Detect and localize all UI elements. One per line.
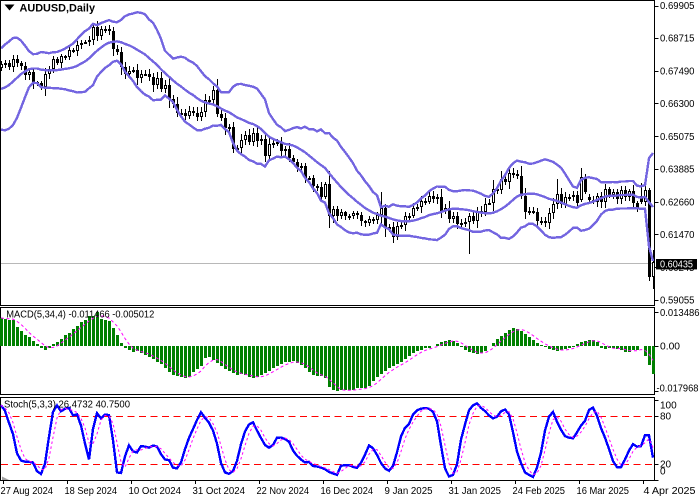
svg-text:10 Oct 2024: 10 Oct 2024 [129,486,182,497]
svg-text:31 Jan 2025: 31 Jan 2025 [449,486,502,497]
svg-text:0.66300: 0.66300 [660,99,695,110]
svg-text:0.013486: 0.013486 [660,308,700,319]
svg-text:20: 20 [660,460,672,471]
svg-text:16 Mar 2025: 16 Mar 2025 [577,486,630,497]
svg-text:0.00: 0.00 [660,342,680,353]
svg-text:18 Sep 2024: 18 Sep 2024 [65,486,118,497]
svg-text:0.59055: 0.59055 [660,295,695,306]
svg-text:Stoch(5,3,3) 26.4732 40.7500: Stoch(5,3,3) 26.4732 40.7500 [4,400,130,411]
svg-text:-0.017968: -0.017968 [657,384,699,395]
svg-text:9 Jan 2025: 9 Jan 2025 [385,486,433,497]
svg-text:100: 100 [660,401,677,412]
svg-text:0.69905: 0.69905 [660,1,695,12]
svg-text:22 Nov 2024: 22 Nov 2024 [257,486,310,497]
svg-text:80: 80 [660,412,672,423]
svg-text:0.60435: 0.60435 [660,260,693,271]
svg-text:27 Aug 2024: 27 Aug 2024 [1,486,54,497]
svg-text:0.62660: 0.62660 [660,198,695,209]
svg-text:0.61470: 0.61470 [660,230,695,241]
svg-text:AUDUSD,Daily: AUDUSD,Daily [20,3,96,15]
svg-text:24 Feb 2025: 24 Feb 2025 [513,486,566,497]
svg-text:31 Oct 2024: 31 Oct 2024 [193,486,246,497]
svg-text:16 Dec 2024: 16 Dec 2024 [321,486,374,497]
svg-text:0.63885: 0.63885 [660,164,695,175]
svg-text:0.65075: 0.65075 [660,132,695,143]
svg-text:0.68715: 0.68715 [660,33,695,44]
svg-text:0.67490: 0.67490 [660,67,695,78]
svg-text:4 Apr 2025: 4 Apr 2025 [644,486,696,497]
svg-text:MACD(5,34,4) -0.011466 -0.0050: MACD(5,34,4) -0.011466 -0.005012 [6,310,154,321]
svg-text:0: 0 [660,467,666,478]
